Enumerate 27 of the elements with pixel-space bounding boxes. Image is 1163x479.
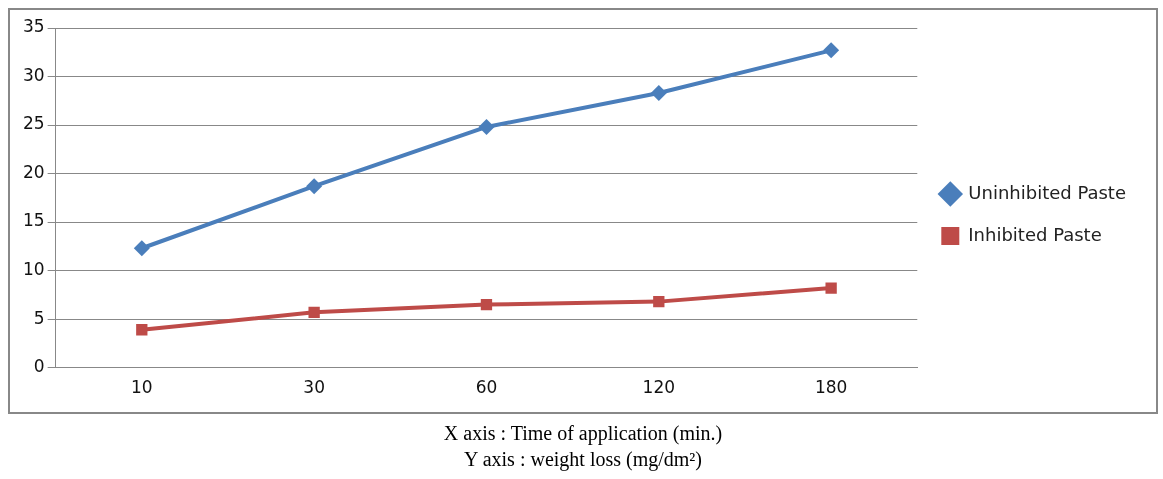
- x-tick-label: 180: [814, 377, 848, 398]
- y-tick-label: 0: [33, 356, 45, 377]
- y-tick-label: 20: [22, 161, 45, 182]
- point: [823, 42, 840, 59]
- y-tick-label: 30: [22, 64, 45, 85]
- point: [653, 295, 665, 308]
- x-tick-label: 30: [303, 377, 325, 398]
- point: [133, 240, 150, 257]
- y-tick-label: 15: [22, 210, 45, 231]
- y-tick-label: 25: [22, 113, 45, 134]
- x-tick-label: 10: [130, 377, 153, 398]
- y-tick-label: 10: [22, 258, 45, 279]
- x-tick-label: 60: [475, 377, 498, 398]
- point: [478, 118, 495, 135]
- point: [480, 298, 493, 311]
- point: [308, 306, 320, 318]
- x-tick-label: 120: [642, 377, 676, 398]
- point: [650, 85, 667, 102]
- point: [136, 324, 148, 336]
- y-tick-label: 5: [33, 307, 45, 328]
- legend-label: Inhibited Paste: [968, 223, 1102, 245]
- point: [825, 282, 837, 294]
- point: [306, 178, 323, 195]
- y-tick-label: 35: [22, 16, 45, 37]
- text: Y axis : weight loss (mg/dm²): [463, 447, 703, 472]
- legend-label: Uninhibited Paste: [968, 181, 1127, 203]
- text: X axis : Time of application (min.): [442, 421, 724, 446]
